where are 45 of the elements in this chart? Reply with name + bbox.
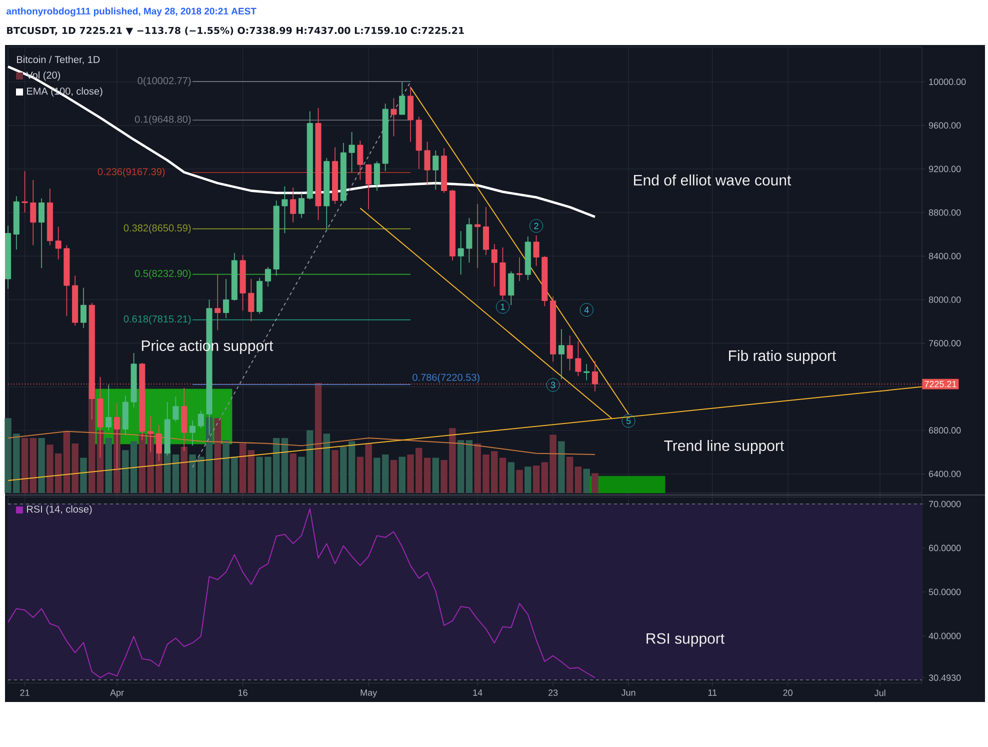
y-tick-label: 6800.00 xyxy=(928,427,961,434)
y-tick-label: 9200.00 xyxy=(928,166,961,172)
x-tick-label: 21 xyxy=(20,690,30,696)
y-tick-label: 40.0000 xyxy=(928,632,961,640)
ref-line-label: 0.382(8650.59) xyxy=(124,224,191,234)
x-tick-label: 23 xyxy=(548,690,558,696)
y-tick-label: 8000.00 xyxy=(928,296,961,303)
text: BTCUSDT, 1D 7225.21 ▼ −113.78 (−1.55%) O:7338.99 H:7437.00 L:7159.10 C:7225.21 xyxy=(7,26,464,36)
annotation: RSI support xyxy=(646,633,724,647)
annotation: 3 xyxy=(550,382,556,388)
x-tick-label: Jun xyxy=(621,690,636,696)
legend-label: RSI (14, close) xyxy=(27,505,92,515)
x-tick-label: 14 xyxy=(473,690,482,696)
annotation: End of elliot wave count xyxy=(634,174,792,186)
y-tick-label: 70.0000 xyxy=(928,500,961,508)
annotation: 5 xyxy=(626,418,631,424)
ref-line-label: 0.236(9167.39) xyxy=(98,168,165,178)
text: Bitcoin / Tether, 1D xyxy=(17,56,100,64)
annotation: 1 xyxy=(500,304,505,310)
ref-line-label: 7225.21 xyxy=(924,380,956,388)
y-tick-label: 7600.00 xyxy=(928,340,961,346)
ref-line-label: 0.618(7815.21) xyxy=(124,315,191,324)
y-tick-label: 30.4930 xyxy=(928,674,961,681)
ref-line-label: 0(10002.77) xyxy=(138,76,191,86)
text: anthonyrobdog111 published, May 28, 2018 20:21 AEST xyxy=(6,8,256,16)
y-tick-label: 8800.00 xyxy=(928,209,961,216)
x-tick-label: May xyxy=(360,690,378,698)
y-tick-label: 6400.00 xyxy=(928,470,961,478)
x-tick-label: 11 xyxy=(708,690,717,696)
y-tick-label: 9600.00 xyxy=(928,122,961,129)
x-tick-label: Jul xyxy=(874,690,886,696)
annotation: Fib ratio support xyxy=(729,350,836,364)
ref-line-label: 0.786(7220.53) xyxy=(412,374,480,383)
annotation: 4 xyxy=(584,306,589,314)
y-tick-label: 60.0000 xyxy=(928,544,961,552)
y-tick-label: 50.0000 xyxy=(928,588,961,596)
y-tick-label: 8400.00 xyxy=(928,252,961,260)
x-tick-label: 16 xyxy=(238,690,248,696)
x-tick-label: Apr xyxy=(110,690,124,698)
annotation: Trend line support xyxy=(664,440,784,454)
annotation: 2 xyxy=(534,222,538,230)
ref-line-label: 0.1(9648.80) xyxy=(134,115,191,125)
ref-line-label: 0.5(8232.90) xyxy=(134,270,191,279)
x-tick-label: 20 xyxy=(783,690,792,696)
y-tick-label: 10000.00 xyxy=(929,78,966,86)
